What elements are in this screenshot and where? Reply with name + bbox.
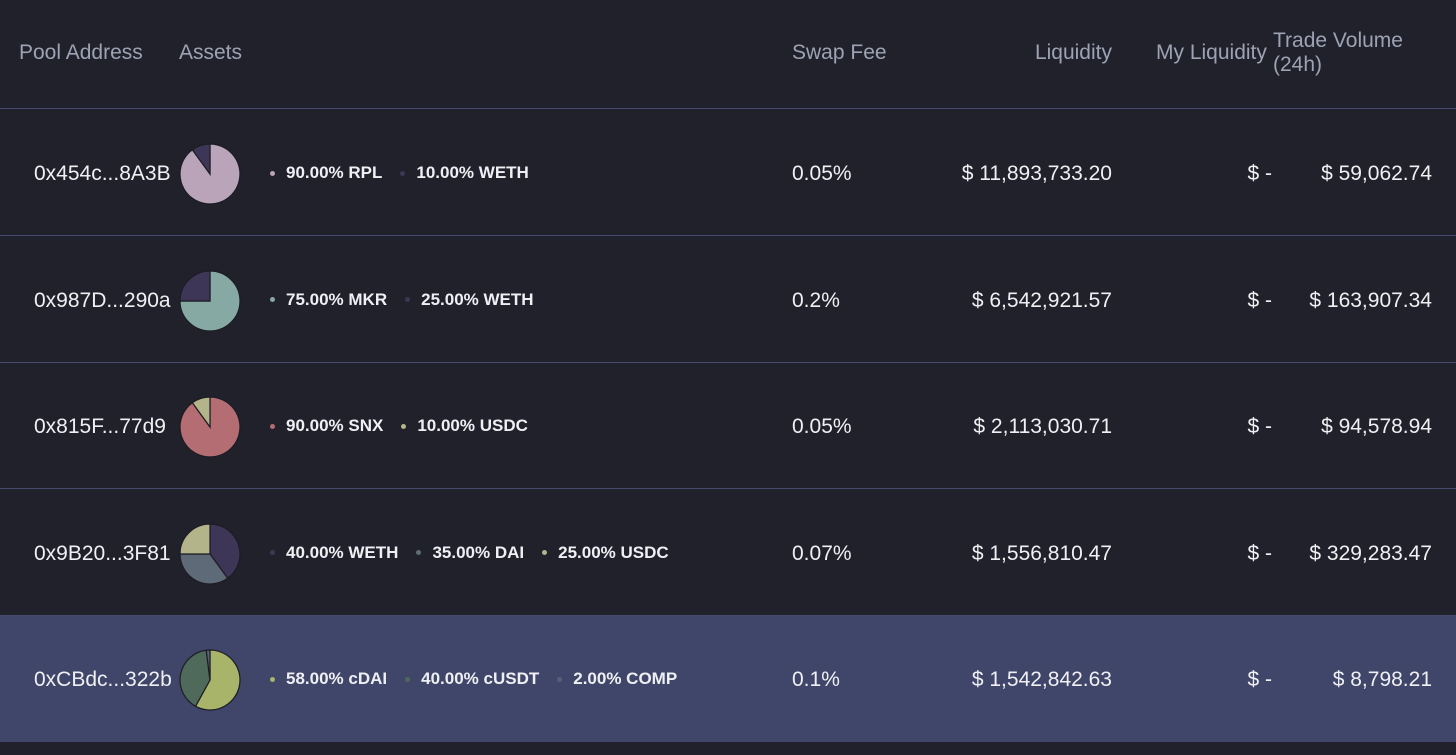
asset-legend-item: 75.00% MKR [270,290,387,310]
asset-pie-chart [179,269,241,332]
asset-legend-item: 35.00% DAI [416,543,524,563]
trade-volume-value: $ 59,062.74 [1321,162,1432,185]
table-row[interactable]: 0x987D...290a 75.00% MKR 25.00% WETH 0.2% $ … [0,237,1456,363]
asset-legend-item: 2.00% COMP [557,669,677,689]
pool-address[interactable]: 0x454c...8A3B [34,162,171,185]
header-pool-address[interactable]: Pool Address [19,41,143,64]
asset-legend-item: 40.00% cUSDT [405,669,539,689]
my-liquidity-value: $ - [1247,541,1272,565]
pie-slice [191,396,211,429]
asset-label: 40.00% cUSDT [421,669,540,688]
header-my-liquidity[interactable]: My Liquidity [1156,41,1267,64]
pool-address[interactable]: 0x9B20...3F81 [34,541,171,565]
pie-slice [179,269,241,332]
asset-label: 90.00% RPL [286,163,383,182]
my-liquidity-value: $ - [1247,415,1272,438]
asset-label: 10.00% WETH [416,163,529,182]
trade-volume-value: $ 163,907.34 [1309,288,1432,312]
asset-color-dot [542,550,548,555]
header-trade-volume[interactable]: Trade Volume (24h) [1273,29,1403,76]
asset-color-dot [405,676,411,682]
asset-color-dot [400,170,406,176]
asset-pie-chart [179,396,241,458]
swap-fee: 0.1% [792,668,840,691]
asset-label: 40.00% WETH [286,542,399,562]
asset-color-dot [405,297,411,302]
asset-legend: 58.00% cDAI 40.00% cUSDT 2.00% COMP [270,669,695,689]
pie-slice [179,522,211,555]
trade-volume-value: $ 329,283.47 [1309,541,1432,565]
liquidity-value: $ 1,542,842.63 [971,668,1112,691]
asset-pie-chart [179,649,241,711]
asset-legend-item: 90.00% RPL [270,163,382,183]
asset-legend-item: 90.00% SNX [270,416,383,436]
pie-slice [179,269,211,302]
pool-address[interactable]: 0xCBdc...322b [34,668,172,691]
swap-fee: 0.05% [792,415,852,438]
liquidity-value: $ 1,556,810.47 [971,541,1112,565]
asset-label: 58.00% cDAI [286,669,388,688]
asset-color-dot [416,550,422,555]
asset-legend: 40.00% WETH 35.00% DAI 25.00% USDC [270,543,687,563]
pie-slice [179,552,229,585]
asset-legend-item: 10.00% USDC [401,416,528,436]
swap-fee: 0.05% [792,162,852,185]
header-liquidity[interactable]: Liquidity [1034,41,1112,64]
pie-slice [194,649,241,711]
swap-fee: 0.07% [792,541,852,565]
my-liquidity-value: $ - [1247,668,1272,691]
table-row[interactable]: 0x9B20...3F81 40.00% WETH 35.00% DAI 25.00%… [0,490,1456,616]
pie-slice [205,649,211,681]
asset-legend-item: 40.00% WETH [270,543,398,563]
asset-legend: 75.00% MKR 25.00% WETH [270,290,552,310]
liquidity-value: $ 6,542,921.57 [971,288,1112,312]
asset-legend-item: 10.00% WETH [400,163,529,183]
asset-pie-chart [179,522,241,585]
asset-label: 75.00% MKR [286,289,388,309]
table-row[interactable]: 0x815F...77d9 90.00% SNX 10.00% USDC 0.05% $… [0,363,1456,489]
asset-color-dot [557,676,563,682]
asset-legend-item: 58.00% cDAI [270,669,387,689]
asset-color-dot [270,550,275,555]
asset-color-dot [270,170,275,176]
liquidity-value: $ 2,113,030.71 [973,415,1112,438]
asset-legend: 90.00% SNX 10.00% USDC [270,416,546,436]
asset-label: 25.00% WETH [421,289,534,309]
asset-legend-item: 25.00% USDC [542,543,669,563]
pie-slice [209,522,241,579]
asset-label: 35.00% DAI [432,542,525,562]
pie-slice [179,649,211,708]
asset-pie-chart [179,143,241,205]
pool-address[interactable]: 0x815F...77d9 [34,415,166,438]
my-liquidity-value: $ - [1247,288,1272,312]
swap-fee: 0.2% [792,288,840,312]
asset-label: 25.00% USDC [558,542,669,562]
asset-color-dot [270,297,275,302]
pool-address[interactable]: 0x987D...290a [34,288,171,312]
trade-volume-value: $ 8,798.21 [1332,668,1432,691]
header-assets[interactable]: Assets [179,41,243,64]
asset-label: 2.00% COMP [573,669,678,688]
asset-color-dot [270,676,275,682]
asset-legend-item: 25.00% WETH [405,289,534,310]
liquidity-value: $ 11,893,733.20 [961,162,1112,185]
table-row[interactable]: 0xCBdc...322b 58.00% cDAI 40.00% cUSDT 2.00… [0,616,1456,742]
header-swap-fee[interactable]: Swap Fee [792,41,887,64]
my-liquidity-value: $ - [1247,162,1272,185]
asset-color-dot [270,423,275,429]
trade-volume-value: $ 94,578.94 [1321,415,1432,438]
asset-label: 10.00% USDC [417,416,528,435]
asset-legend: 90.00% RPL 10.00% WETH [270,163,547,183]
asset-label: 90.00% SNX [286,416,384,435]
asset-color-dot [401,423,407,429]
table-row[interactable]: 0x454c...8A3B 90.00% RPL 10.00% WETH 0.05% $… [0,110,1456,236]
pie-slice [191,143,211,176]
table-header: Pool Address Assets Swap Fee Liquidity M… [0,0,1456,109]
